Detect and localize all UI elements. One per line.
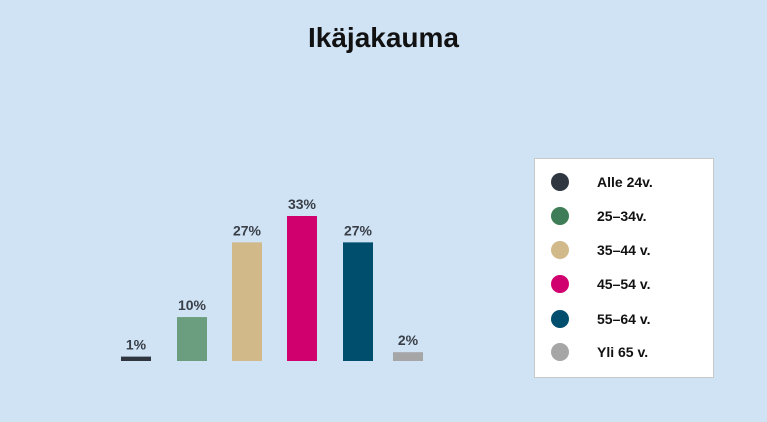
bar-value-label-2: 10% xyxy=(178,297,207,313)
legend-label: 25–34v. xyxy=(597,208,647,224)
bar-6 xyxy=(393,352,423,361)
legend-swatch xyxy=(551,343,569,361)
legend-item-25-34: 25–34v. xyxy=(551,206,647,226)
bar-5 xyxy=(343,242,373,361)
legend-item-alle-24: Alle 24v. xyxy=(551,172,653,192)
bar-value-label-5: 27% xyxy=(344,222,373,238)
legend-item-yli-65: Yli 65 v. xyxy=(551,342,648,362)
legend-swatch xyxy=(551,207,569,225)
bar-2 xyxy=(177,317,207,361)
legend-label: 35–44 v. xyxy=(597,242,651,258)
bar-1 xyxy=(121,356,151,361)
bar-value-label-6: 2% xyxy=(398,332,419,348)
legend-item-35-44: 35–44 v. xyxy=(551,240,650,260)
legend-item-55-64: 55–64 v. xyxy=(551,309,650,329)
bar-chart: 1% 10% 27% 33% 27% 2% xyxy=(121,196,423,361)
bar-value-label-4: 33% xyxy=(288,196,317,212)
bar-value-label-3: 27% xyxy=(233,222,262,238)
bar-3 xyxy=(232,242,262,361)
legend-label: 45–54 v. xyxy=(597,276,651,292)
legend-swatch xyxy=(551,173,569,191)
legend-swatch xyxy=(551,310,569,328)
bar-4 xyxy=(287,216,317,361)
bar-value-label-1: 1% xyxy=(126,337,147,353)
chart-title: Ikäjakauma xyxy=(308,22,459,53)
legend-swatch xyxy=(551,241,569,259)
legend-item-45-54: 45–54 v. xyxy=(551,274,650,294)
legend-swatch xyxy=(551,275,569,293)
legend: Alle 24v. 25–34v. 35–44 v. 45–54 v. 55–6… xyxy=(534,158,714,378)
legend-label: 55–64 v. xyxy=(597,311,651,327)
legend-label: Yli 65 v. xyxy=(597,344,649,360)
legend-label: Alle 24v. xyxy=(597,174,653,190)
